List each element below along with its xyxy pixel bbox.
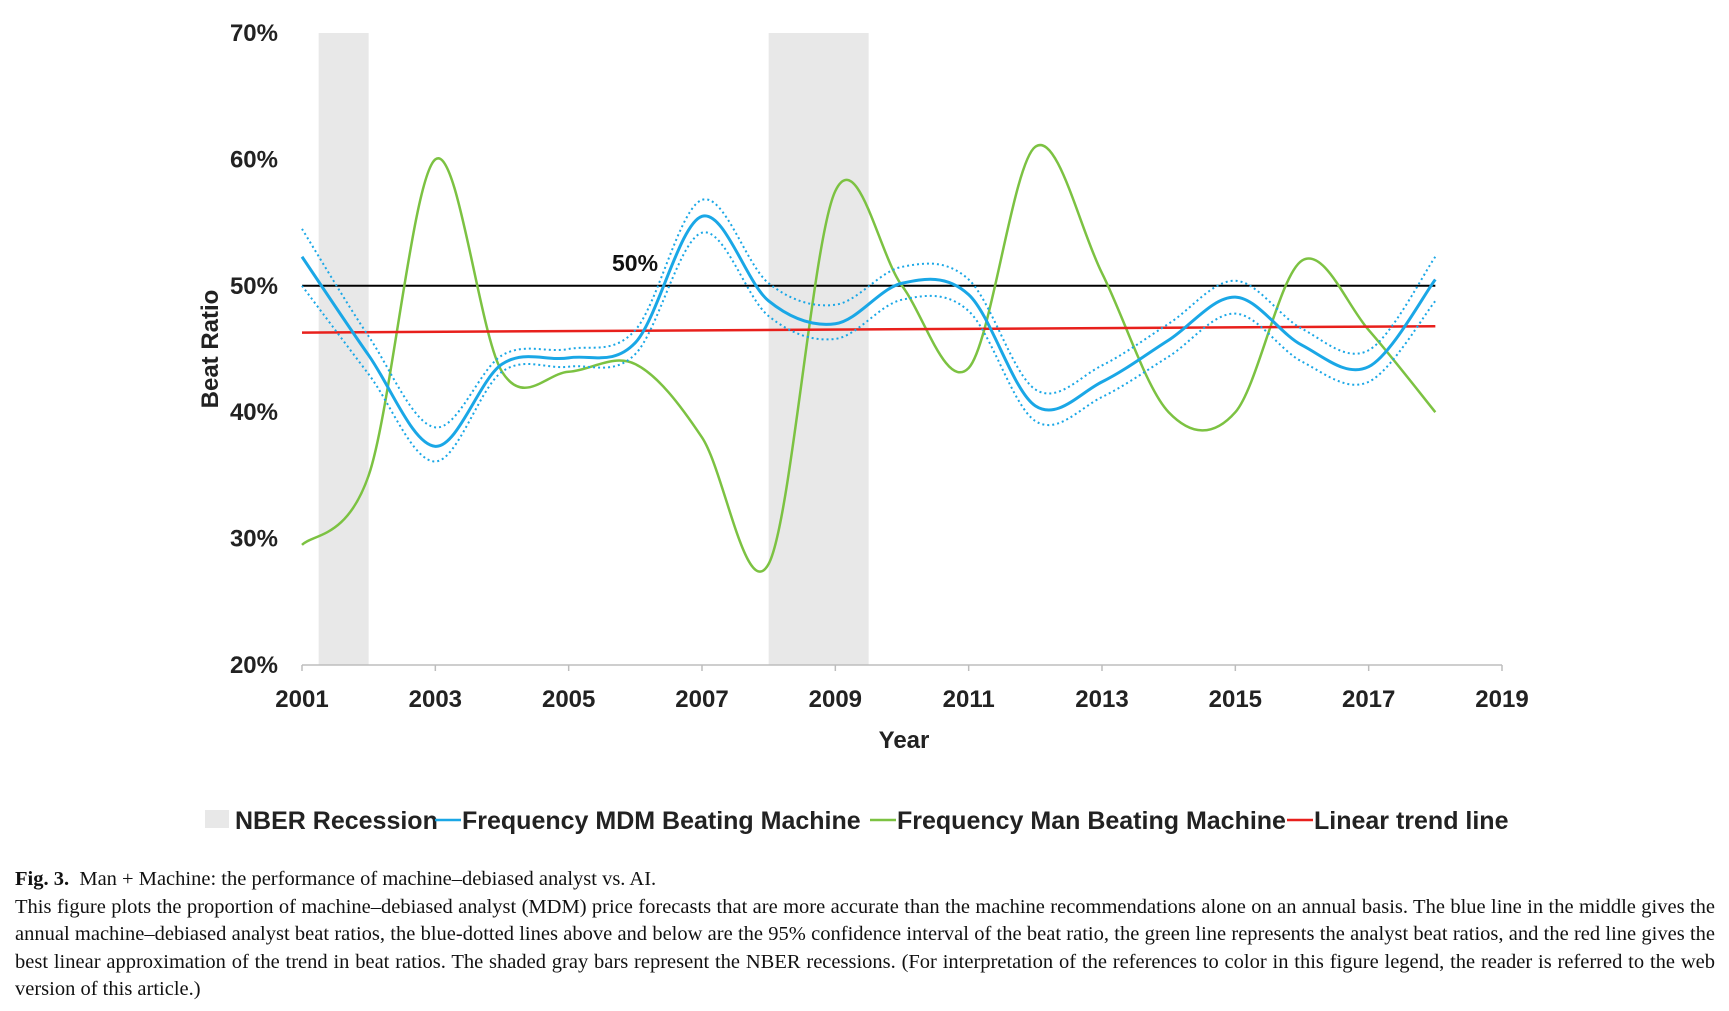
y-tick-label: 50% (230, 273, 278, 300)
x-tick-label: 2019 (1475, 686, 1528, 713)
x-tick-label: 2007 (675, 686, 728, 713)
x-tick-label: 2015 (1209, 686, 1262, 713)
x-axis-title: Year (879, 727, 930, 754)
legend-label: Linear trend line (1314, 807, 1509, 835)
legend-label: Frequency MDM Beating Machine (462, 807, 861, 835)
legend-label: NBER Recession (235, 807, 438, 835)
y-tick-label: 60% (230, 146, 278, 173)
figure-description: This figure plots the proportion of mach… (15, 895, 1715, 1001)
recession-band-2 (768, 33, 869, 665)
mdm-ci-lower-line (301, 231, 1437, 463)
x-tick-label: 2001 (275, 686, 328, 713)
legend-item-1: NBER Recession (205, 807, 438, 835)
figure-title: Man + Machine: the performance of machin… (79, 868, 657, 890)
figure-caption: Fig. 3. Man + Machine: the performance o… (15, 866, 1715, 1004)
legend-item-2: Frequency MDM Beating Machine (435, 807, 861, 835)
figure-label: Fig. 3. (15, 868, 70, 890)
mdm-ci-upper-line (301, 198, 1437, 429)
legend-item-3: Frequency Man Beating Machine (870, 807, 1286, 835)
series-lines (300, 143, 1437, 573)
x-tick-label: 2009 (809, 686, 862, 713)
legend: NBER Recession Frequency MDM Beating Mach… (205, 807, 1509, 835)
recession-band-1 (318, 33, 369, 665)
y-tick-label: 70% (230, 20, 278, 47)
x-axis-ticks: 2001 2003 2005 2007 2009 2011 2013 2015 2017 2019 (275, 665, 1529, 713)
x-tick-label: 2011 (943, 686, 995, 713)
y-tick-label: 20% (230, 652, 278, 679)
y-tick-label: 30% (230, 526, 278, 553)
line-chart: 20%30%40%50%60%70% 2001 2003 2005 2007 2009 2… (197, 20, 1529, 835)
x-tick-label: 2005 (542, 686, 595, 713)
legend-swatch (205, 810, 229, 828)
y-axis-title: Beat Ratio (197, 290, 224, 409)
legend-label: Frequency Man Beating Machine (897, 807, 1286, 835)
y-axis-ticks: 20% 30% 40% 50% 60% 70% (230, 20, 278, 679)
series-mdm-beating-machine-line (300, 214, 1437, 448)
x-tick-label: 2017 (1342, 686, 1395, 713)
fifty-percent-annotation: 50% (612, 250, 658, 276)
recession-bands (318, 33, 869, 665)
x-tick-label: 2003 (409, 686, 462, 713)
series-linear-trend-line (301, 324, 1436, 334)
series-man-beating-machine-line (301, 143, 1437, 573)
y-tick-label: 40% (230, 399, 278, 426)
x-tick-label: 2013 (1075, 686, 1128, 713)
legend-item-4: Linear trend line (1287, 807, 1509, 835)
